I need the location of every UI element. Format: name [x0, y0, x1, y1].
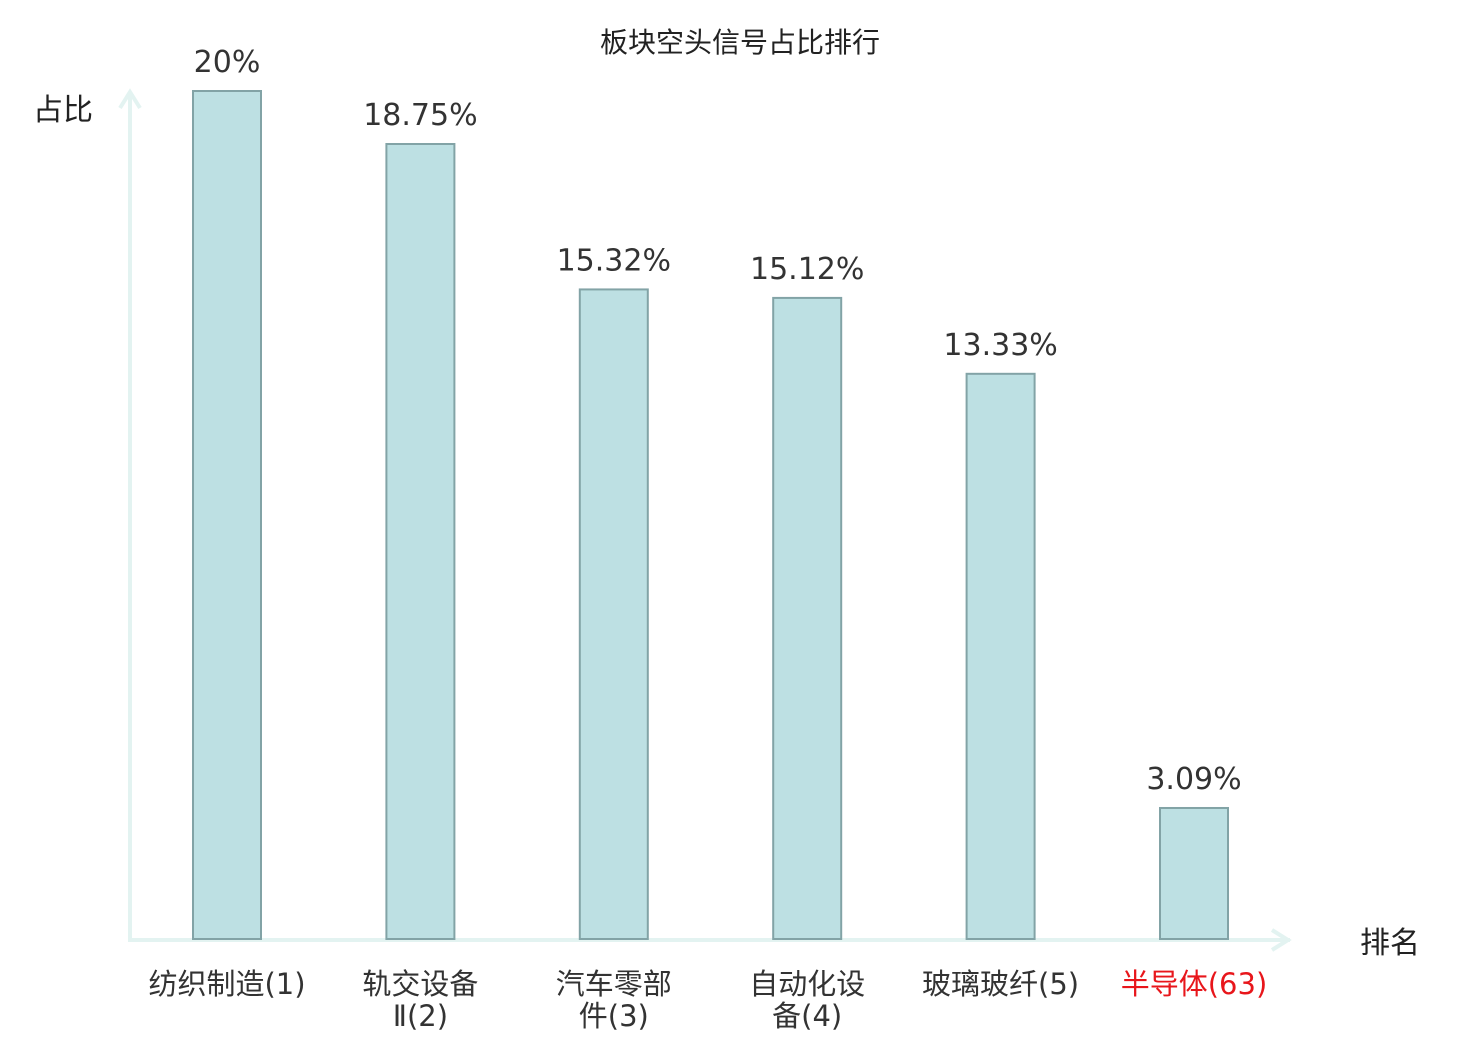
bar-value-label: 13.33%: [943, 328, 1057, 363]
bar-value-label: 15.32%: [557, 243, 671, 278]
y-axis-label: 占比: [33, 93, 93, 128]
bar: [192, 90, 262, 940]
x-tick-label: 轨交设备: [362, 967, 478, 1001]
x-tick-label: 备(4): [772, 999, 842, 1033]
bar-value-label: 3.09%: [1146, 762, 1241, 797]
bar: [1159, 806, 1229, 941]
x-tick-label: 汽车零部: [556, 967, 672, 1001]
y-axis-arrow: [118, 88, 142, 110]
bar-value-label: 18.75%: [363, 98, 477, 133]
chart-title: 板块空头信号占比排行: [600, 26, 880, 59]
x-tick-label: 件(3): [579, 999, 649, 1033]
bar-value-label: 15.12%: [750, 252, 864, 287]
x-axis-label: 排名: [1360, 926, 1420, 961]
bar-value-label: 20%: [194, 45, 261, 80]
bars-group: [192, 90, 1229, 941]
bar: [578, 288, 649, 940]
x-tick-label: 玻璃玻纤(5): [922, 967, 1079, 1001]
value-labels-group: 20% 18.75% 15.32% 15.12% 13.33% 3.09%: [194, 45, 1242, 797]
bar: [385, 143, 456, 940]
x-tick-label: 自动化设: [749, 967, 865, 1001]
bar: [965, 372, 1036, 941]
x-tick-label: Ⅱ(2): [393, 999, 448, 1033]
x-tick-label: 纺织制造(1): [148, 967, 305, 1001]
x-axis-arrow: [1270, 928, 1292, 952]
bar: [772, 296, 843, 940]
x-tick-label: 半导体(63): [1121, 967, 1268, 1001]
